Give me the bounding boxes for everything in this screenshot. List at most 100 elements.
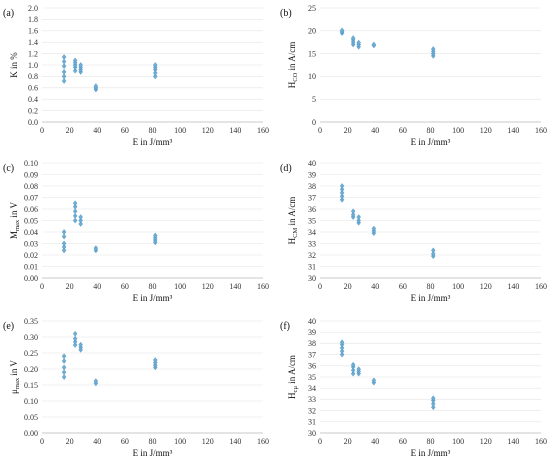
y-axis-label-part: μ (9, 389, 19, 394)
data-point (72, 57, 78, 64)
y-tick-label: 30 (308, 274, 316, 283)
data-point (339, 183, 345, 189)
x-tick-label: 60 (399, 437, 407, 446)
y-axis-label-subscript: CM (292, 227, 299, 237)
x-tick-label: 120 (202, 282, 214, 291)
data-point (72, 203, 78, 210)
y-tick-label: 0.2 (28, 106, 38, 115)
chart-panel-e: 0.00 0.05 0.10 0.15 0.20 0.25 0.30 0.35 0 20 40 60 8… (3, 317, 269, 458)
data-point (61, 73, 67, 80)
y-tick-label: 32 (308, 406, 316, 415)
data-point (431, 46, 436, 52)
x-tick-label: 140 (229, 126, 241, 135)
data-point (61, 58, 67, 65)
data-point (78, 62, 83, 68)
data-point (61, 244, 67, 250)
y-tick-label: 0.04 (24, 228, 38, 237)
panel-label: (c) (3, 163, 14, 174)
y-tick-label: 37 (308, 350, 316, 359)
data-point (72, 330, 78, 337)
data-point (72, 200, 78, 207)
y-tick-label: 39 (308, 170, 316, 179)
x-tick-label: 20 (66, 282, 74, 291)
data-point (339, 190, 345, 196)
chart-panel-a: 0.0 0.2 0.4 0.6 0.8 1.0 1.2 1.4 1.6 1.8 2.0 0 20 40 60… (3, 4, 269, 147)
data-point (350, 367, 356, 374)
x-tick-label: 60 (399, 282, 407, 291)
y-tick-label: 0.35 (24, 317, 38, 326)
y-tick-label: 40 (308, 317, 316, 326)
y-axis-label: HCM in A/cm (287, 197, 299, 245)
data-point (61, 247, 67, 254)
panel-label: (f) (280, 321, 290, 332)
data-point (61, 54, 67, 60)
x-tick-label: 140 (229, 282, 241, 291)
data-point (356, 214, 361, 220)
x-tick-label: 120 (480, 282, 492, 291)
data-point (153, 62, 158, 68)
y-tick-label: 34 (308, 228, 316, 237)
data-point (78, 217, 83, 224)
x-tick-label: 0 (318, 282, 322, 291)
data-point (72, 67, 78, 74)
data-point (78, 214, 83, 220)
x-tick-label: 40 (93, 282, 101, 291)
data-point (61, 374, 67, 380)
data-point (350, 35, 356, 41)
y-tick-label: 30 (308, 429, 316, 438)
x-tick-label: 60 (121, 282, 129, 291)
y-tick-label: 33 (308, 239, 316, 248)
y-tick-label: 0.30 (24, 333, 38, 342)
x-tick-label: 20 (66, 437, 74, 446)
y-axis-label-part: H (287, 392, 297, 399)
y-tick-label: 0.05 (24, 413, 38, 422)
y-tick-label: 0.10 (24, 159, 38, 168)
data-point (350, 361, 356, 368)
x-tick-label: 100 (174, 126, 186, 135)
data-point (356, 217, 361, 224)
data-point (72, 342, 78, 348)
y-tick-label: 25 (308, 4, 316, 13)
x-tick-label: 160 (257, 282, 269, 291)
data-point (61, 358, 67, 364)
x-axis-label: E in J/mm³ (133, 137, 173, 147)
x-tick-label: 20 (344, 437, 352, 446)
y-tick-label: 1.2 (28, 49, 38, 58)
x-tick-label: 60 (121, 437, 129, 446)
y-tick-label: 10 (308, 72, 316, 81)
x-tick-label: 60 (121, 126, 129, 135)
data-point (72, 338, 78, 345)
x-tick-label: 80 (427, 126, 435, 135)
x-axis-label: E in J/mm³ (411, 448, 451, 458)
data-point (339, 348, 345, 355)
x-axis-label: E in J/mm³ (133, 293, 173, 303)
x-tick-label: 80 (149, 282, 157, 291)
y-tick-label: 0.0 (28, 118, 38, 127)
y-tick-label: 2.0 (28, 4, 38, 13)
data-point (61, 353, 67, 360)
y-tick-label: 0.25 (24, 349, 38, 358)
data-point (93, 83, 99, 89)
panel-label: (b) (280, 8, 292, 19)
panel-label: (d) (280, 163, 292, 174)
data-point (356, 366, 361, 373)
x-tick-label: 100 (174, 437, 186, 446)
y-axis-label-part: in V (9, 201, 19, 219)
y-tick-label: 38 (308, 339, 316, 348)
x-tick-label: 140 (507, 437, 519, 446)
y-axis-label-part: K in % (9, 52, 19, 78)
data-point (61, 369, 67, 376)
data-point (371, 377, 377, 384)
x-tick-label: 80 (149, 126, 157, 135)
y-axis-label: μmax in V (9, 360, 21, 394)
x-tick-label: 0 (40, 282, 44, 291)
y-tick-label: 31 (308, 418, 316, 427)
data-point (339, 345, 345, 351)
data-point (72, 208, 78, 215)
y-tick-label: 38 (308, 182, 316, 191)
y-tick-label: 32 (308, 251, 316, 260)
y-axis-label: K in % (9, 52, 19, 78)
y-axis-label-part: in V (9, 360, 19, 378)
y-axis-label-part: H (287, 81, 297, 88)
